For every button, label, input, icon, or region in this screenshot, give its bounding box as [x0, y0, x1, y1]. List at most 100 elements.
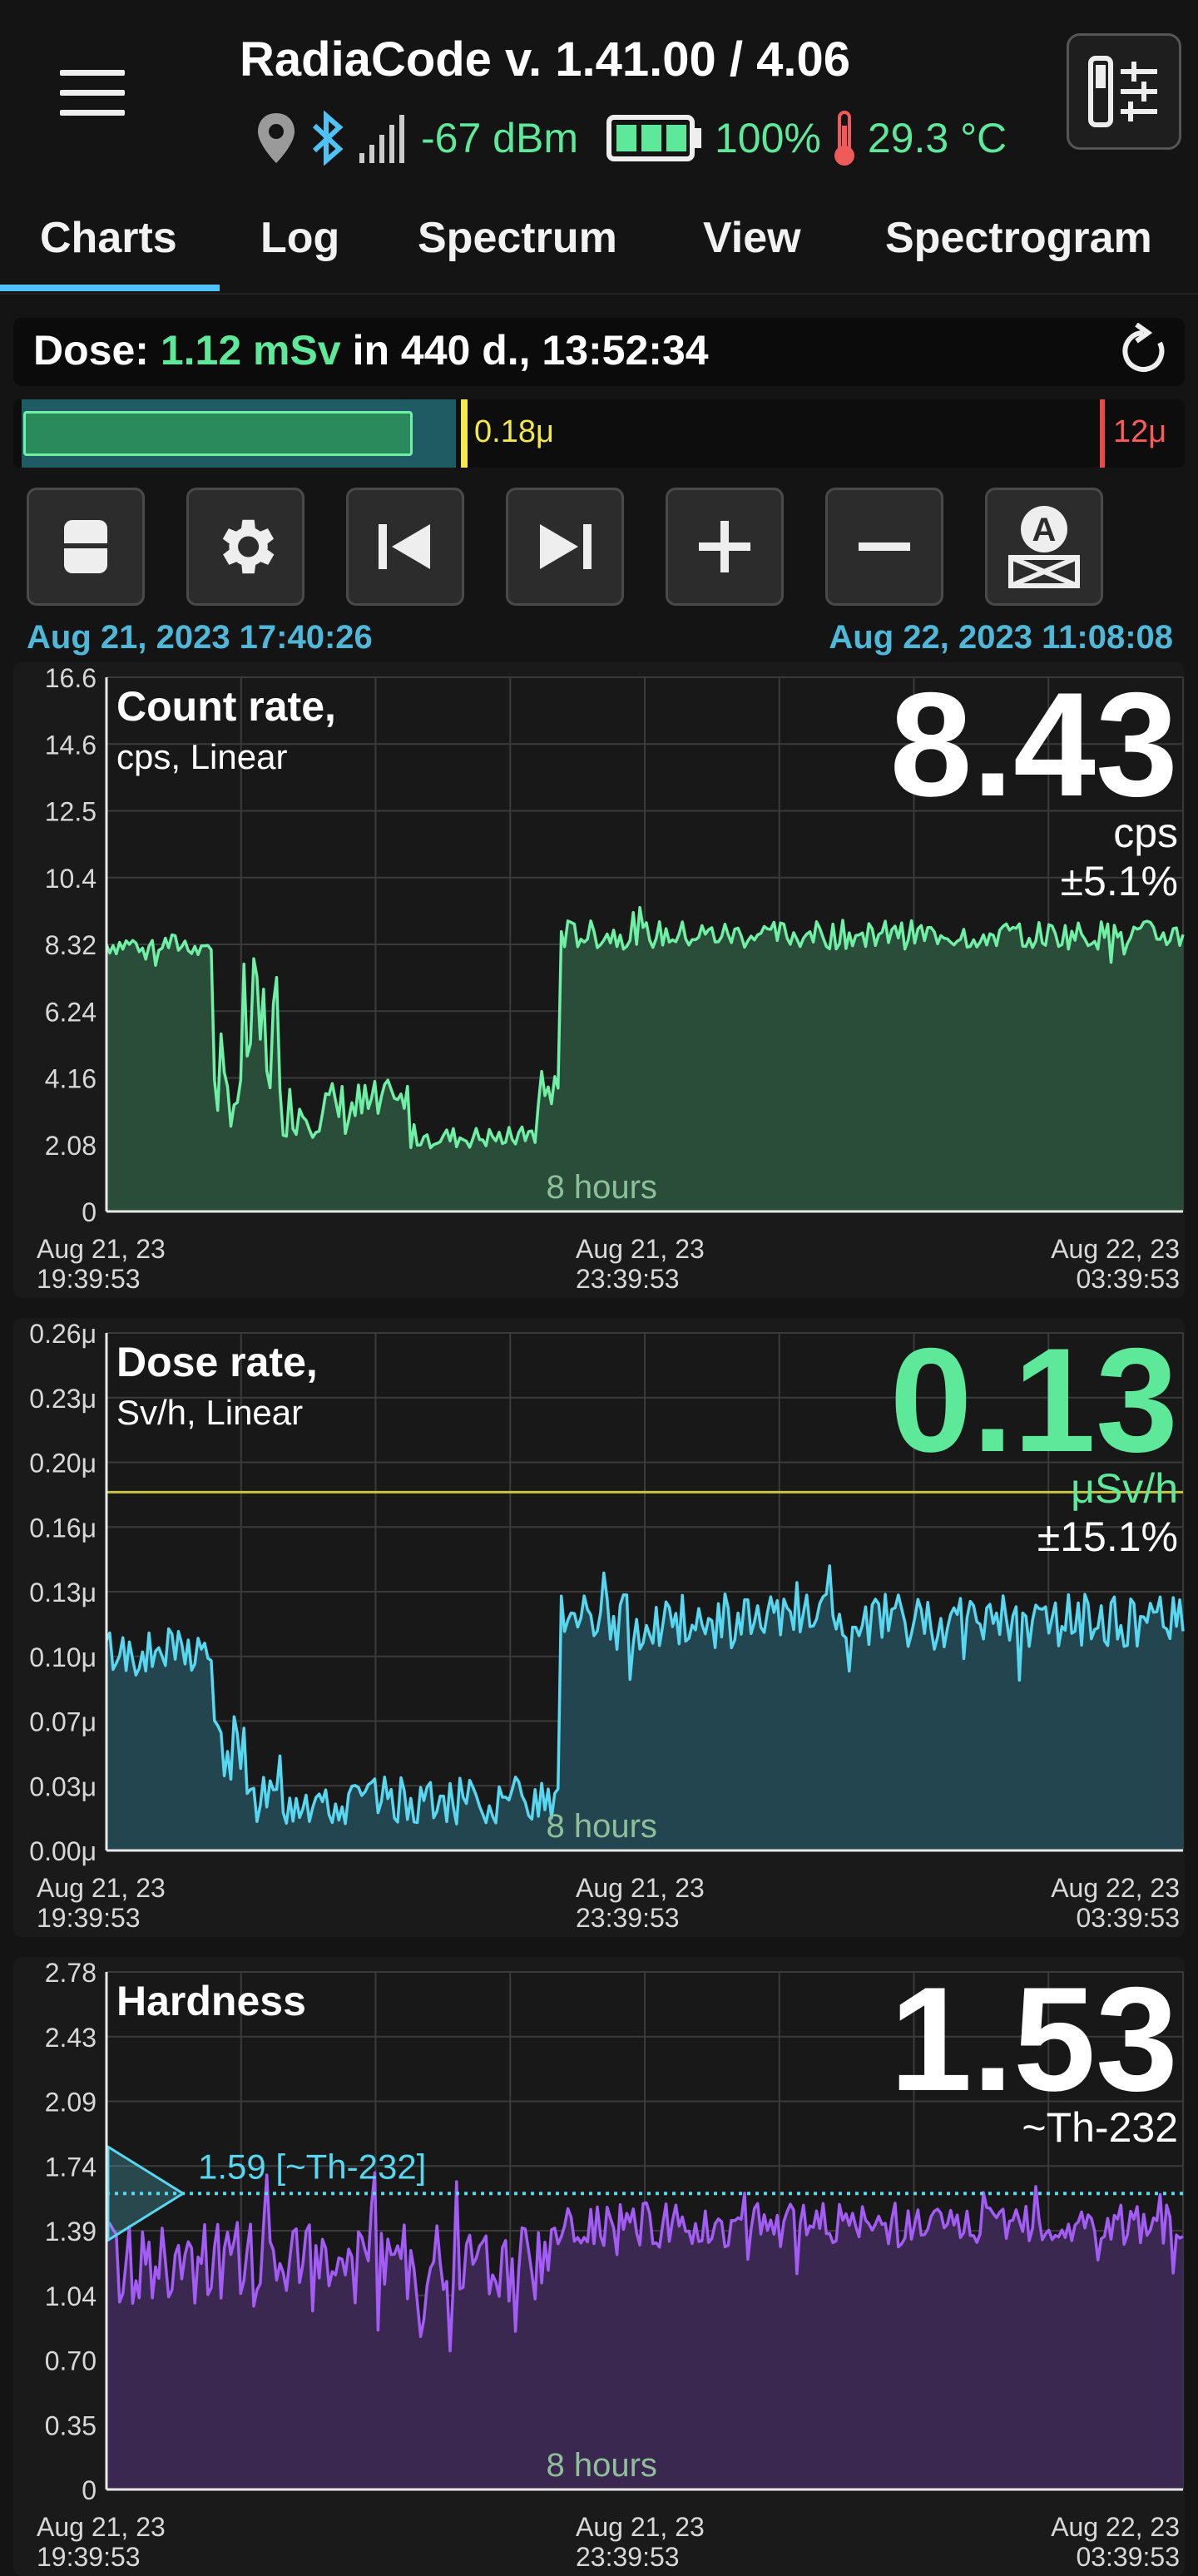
chart-settings-button[interactable] [186, 488, 304, 606]
x-tick-time: 03:39:53 [1076, 1264, 1180, 1294]
auto-scale-button[interactable]: A [985, 488, 1103, 606]
x-tick-date: Aug 22, 23 [1051, 2512, 1180, 2542]
x-tick-time: 19:39:53 [37, 1903, 141, 1933]
tab-spectrum[interactable]: Spectrum [418, 214, 617, 262]
dose-rate-chart[interactable]: 0.26μ 0.23μ 0.20μ 0.16μ 0.13μ 0.10μ 0.07μ 0.03μ… [13, 1318, 1185, 1937]
app-title: RadiaCode v. 1.41.00 / 4.06 [240, 32, 850, 87]
skip-end-icon [540, 524, 592, 569]
battery-icon [606, 115, 703, 161]
x-tick-date: Aug 22, 23 [1051, 1234, 1180, 1264]
y-tick-label: 0 [82, 2475, 97, 2505]
y-tick-label: 4.16 [45, 1064, 97, 1094]
device-settings-button[interactable] [1067, 33, 1181, 150]
current-value: 1.53 [890, 1957, 1178, 2122]
tab-bar: Charts Log Spectrum View Spectrogram [0, 200, 1198, 295]
alarm-marker [1100, 399, 1105, 468]
active-tab-indicator [0, 285, 220, 291]
marker-triangle-icon [106, 2144, 186, 2242]
x-tick-time: 19:39:53 [37, 1264, 141, 1294]
y-tick-label: 0.70 [45, 2346, 97, 2376]
dose-label: Dose: [33, 327, 149, 374]
tab-log[interactable]: Log [260, 214, 340, 262]
svg-text:A: A [1032, 512, 1057, 548]
y-tick-label: 0.35 [45, 2410, 97, 2440]
x-tick-date: Aug 21, 23 [37, 1873, 166, 1903]
scale-current-level [23, 411, 413, 456]
signal-strength-icon [358, 113, 409, 163]
x-tick-time: 23:39:53 [576, 1903, 680, 1933]
tab-view[interactable]: View [703, 214, 801, 262]
zoom-out-button[interactable] [825, 488, 943, 606]
chart-title: Dose rate, [116, 1339, 318, 1385]
warning-marker [461, 399, 468, 468]
range-start-time: Aug 21, 2023 17:40:26 [27, 619, 373, 656]
y-tick-label: 6.24 [45, 997, 97, 1027]
x-tick-date: Aug 21, 23 [576, 2512, 705, 2542]
y-tick-label: 0.10μ [29, 1642, 97, 1672]
skip-to-start-button[interactable] [346, 488, 464, 606]
warning-marker-label: 0.18μ [474, 414, 554, 449]
y-tick-label: 2.43 [45, 2023, 97, 2053]
reset-dose-icon[interactable] [1115, 322, 1173, 381]
x-tick-date: Aug 21, 23 [576, 1234, 705, 1264]
x-tick-date: Aug 21, 23 [37, 2512, 166, 2542]
chart-svg: 0.26μ 0.23μ 0.20μ 0.16μ 0.13μ 0.10μ 0.07μ 0.03μ… [29, 1318, 1185, 1933]
y-tick-label: 2.09 [45, 2088, 97, 2118]
tab-charts[interactable]: Charts [40, 214, 177, 262]
skip-to-end-button[interactable] [506, 488, 624, 606]
chart-subtitle: cps, Linear [116, 737, 287, 776]
time-span-label: 8 hours [547, 1169, 657, 1206]
y-tick-label: 0.00μ [29, 1836, 97, 1866]
current-value: 0.13 [890, 1318, 1178, 1483]
menu-icon[interactable] [60, 70, 125, 116]
count-rate-chart[interactable]: 16.6 14.6 12.5 10.4 8.32 6.24 4.16 2.08 0 8 hours… [13, 662, 1185, 1298]
chart-svg: 2.78 2.43 2.09 1.74 1.39 1.04 0.70 0.35 0 1.59 [~… [37, 1957, 1184, 2572]
layout-toggle-button[interactable] [27, 488, 145, 606]
layout-icon [64, 520, 107, 573]
zoom-in-button[interactable] [666, 488, 784, 606]
marker-label: 1.59 [~Th-232] [198, 2147, 426, 2186]
dose-period: in 440 d., 13:52:34 [352, 327, 709, 374]
y-tick-label: 1.74 [45, 2152, 97, 2182]
tab-spectrogram[interactable]: Spectrogram [885, 214, 1152, 262]
y-tick-label: 1.04 [45, 2281, 97, 2311]
y-tick-label: 0.16μ [29, 1513, 97, 1543]
thermometer-icon [833, 109, 856, 167]
chart-title: Hardness [116, 1978, 306, 2024]
y-tick-label: 2.78 [45, 1958, 97, 1988]
y-tick-label: 0 [82, 1197, 97, 1227]
chart-title: Count rate, [116, 683, 336, 730]
dose-rate-scale: 0.18μ 12μ [13, 399, 1185, 468]
x-tick-time: 03:39:53 [1076, 1903, 1180, 1933]
time-span-label: 8 hours [547, 1808, 657, 1845]
location-pin-icon [255, 111, 298, 165]
signal-value: -67 dBm [421, 115, 578, 161]
x-tick-time: 23:39:53 [576, 1264, 680, 1294]
value-error: ±5.1% [1061, 858, 1178, 904]
battery-value: 100% [714, 115, 821, 161]
sliders-icon [1088, 56, 1157, 127]
y-tick-label: 0.20μ [29, 1449, 97, 1479]
series-area [106, 1565, 1183, 1850]
series-line [105, 1564, 1185, 1825]
status-row: -67 dBm 100% 29.3 °C [255, 105, 1007, 171]
series-line [106, 2171, 1184, 2353]
y-tick-label: 1.39 [45, 2217, 97, 2247]
y-tick-label: 0.03μ [29, 1771, 97, 1801]
alarm-marker-label: 12μ [1113, 414, 1167, 449]
value-error: ±15.1% [1037, 1513, 1178, 1560]
dose-summary: Dose: 1.12 mSv in 440 d., 13:52:34 [13, 318, 1185, 386]
dose-value: 1.12 mSv [160, 327, 341, 374]
hardness-chart[interactable]: 2.78 2.43 2.09 1.74 1.39 1.04 0.70 0.35 0 1.59 [~… [13, 1957, 1185, 2576]
x-tick-time: 03:39:53 [1076, 2542, 1180, 2572]
x-tick-date: Aug 22, 23 [1051, 1873, 1180, 1903]
y-tick-label: 0.26μ [29, 1319, 97, 1349]
chart-subtitle: Sv/h, Linear [116, 1393, 303, 1432]
plus-icon [699, 521, 750, 572]
minus-icon [859, 542, 910, 551]
time-span-label: 8 hours [547, 2447, 657, 2484]
range-end-time: Aug 22, 2023 11:08:08 [829, 619, 1173, 656]
y-tick-label: 0.13μ [29, 1578, 97, 1608]
current-value: 8.43 [890, 662, 1178, 827]
y-tick-label: 2.08 [45, 1131, 97, 1161]
